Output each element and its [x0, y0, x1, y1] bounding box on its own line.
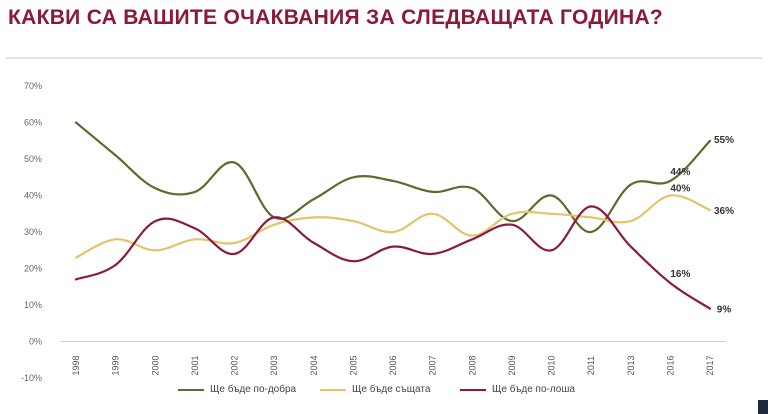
y-tick-label: 60% — [24, 118, 42, 128]
x-tick-label: 2000 — [150, 355, 160, 375]
x-tick-label: 2013 — [626, 355, 636, 375]
corner-logo-icon — [758, 400, 768, 414]
y-tick-label: 30% — [24, 227, 42, 237]
x-tick-label: 2003 — [269, 355, 279, 375]
data-label: 16% — [670, 269, 690, 280]
legend-item-better: Ще бъде по-добра — [178, 384, 296, 395]
x-tick-label: 2006 — [388, 355, 398, 375]
data-label: 9% — [717, 305, 732, 316]
y-tick-label: 40% — [24, 191, 42, 201]
series-line-better — [74, 121, 712, 234]
data-label: 44% — [670, 167, 690, 178]
x-tick-label: 2001 — [190, 355, 200, 375]
legend-swatch-better — [178, 388, 204, 391]
x-tick-label: 2008 — [467, 355, 477, 375]
x-tick-label: 2007 — [428, 355, 438, 375]
legend-label-worse: Ще бъде по-лоша — [492, 384, 575, 395]
chart-title: КАКВИ СА ВАШИТЕ ОЧАКВАНИЯ ЗА СЛЕДВАЩАТА … — [8, 6, 664, 29]
y-tick-label: 50% — [24, 154, 42, 164]
x-tick-label: 2016 — [665, 355, 675, 375]
title-divider — [6, 57, 762, 59]
y-tick-label: -10% — [21, 373, 42, 383]
x-tick-label: 2002 — [230, 355, 240, 375]
x-tick-label: 1998 — [71, 355, 81, 375]
data-label: 55% — [714, 135, 734, 146]
legend-item-same: Ще бъде същата — [320, 384, 430, 395]
legend-swatch-same — [320, 388, 346, 391]
series-line-worse — [74, 205, 712, 310]
x-tick-label: 2004 — [309, 355, 319, 375]
y-tick-label: 20% — [24, 264, 42, 274]
x-tick-label: 2011 — [586, 356, 596, 375]
x-tick-label: 2017 — [705, 355, 715, 375]
x-tick-label: 2009 — [507, 355, 517, 375]
legend-swatch-worse — [460, 388, 486, 391]
x-tick-label: 1999 — [111, 355, 121, 375]
legend-item-worse: Ще бъде по-лоша — [460, 384, 575, 395]
y-tick-label: 10% — [24, 300, 42, 310]
data-label: 40% — [670, 184, 690, 195]
legend-label-better: Ще бъде по-добра — [210, 384, 297, 395]
series-line-same — [74, 194, 712, 259]
x-tick-label: 2005 — [348, 355, 358, 375]
y-tick-label: 0% — [29, 337, 42, 347]
data-label: 36% — [714, 206, 734, 217]
chart-legend: Ще бъде по-добра Ще бъде същата Ще бъде … — [0, 384, 768, 404]
y-tick-label: 70% — [24, 81, 42, 91]
legend-label-same: Ще бъде същата — [352, 384, 431, 395]
x-tick-label: 2010 — [547, 355, 557, 375]
